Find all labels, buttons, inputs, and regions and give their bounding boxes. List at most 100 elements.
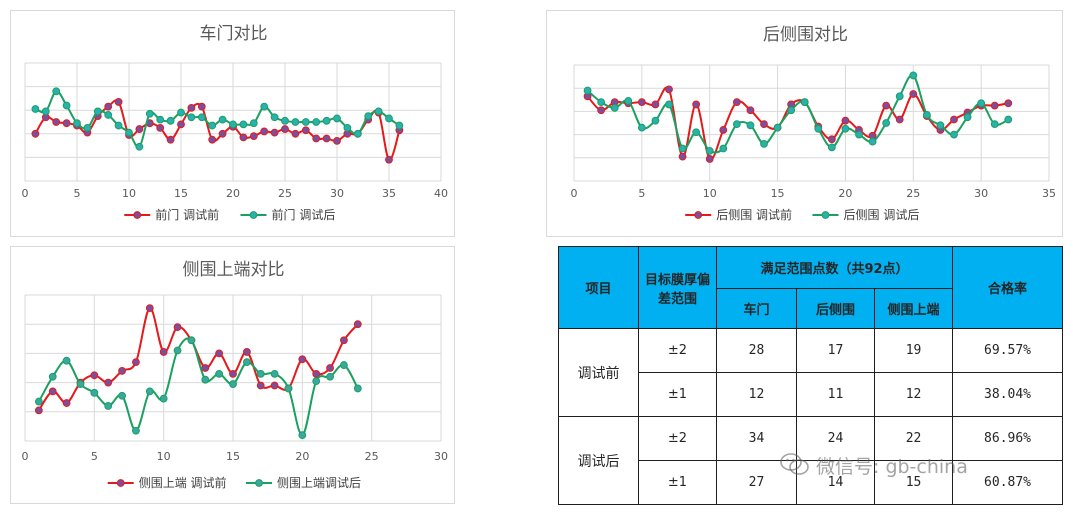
data-point [76, 380, 85, 388]
data-point [62, 119, 71, 128]
data-point [242, 358, 251, 367]
data-point [678, 152, 687, 161]
door-count: 34 [716, 416, 797, 461]
data-point [990, 101, 999, 110]
data-point [270, 113, 279, 122]
data-point [340, 361, 348, 369]
x-tick-label: 30 [974, 187, 988, 200]
legend-item: 侧围上端调试后 [246, 475, 361, 490]
legend-label: 侧围上端调试后 [277, 475, 361, 490]
legend-label: 侧围上端 调试前 [139, 475, 227, 490]
data-point [270, 128, 279, 137]
data-point [760, 120, 768, 129]
header-side-top: 侧围上端 [873, 288, 954, 329]
data-point [298, 355, 307, 364]
legend: 后侧围 调试前 后侧围 调试后 [685, 207, 919, 222]
data-point [159, 348, 168, 356]
data-point [665, 85, 673, 94]
data-point [83, 124, 92, 132]
data-point [197, 113, 206, 122]
data-point [364, 112, 373, 120]
data-point [322, 116, 331, 125]
data-point [312, 134, 321, 143]
x-tick-label: 30 [434, 450, 448, 463]
data-point [326, 364, 334, 372]
legend-marker [694, 211, 703, 219]
data-point [583, 86, 592, 95]
x-tick-label: 5 [638, 187, 645, 200]
x-tick-label: 25 [278, 187, 292, 200]
legend-item: 后侧围 调试后 [812, 207, 919, 222]
data-point [34, 397, 43, 406]
header-pass-rate: 合格率 [952, 246, 1064, 329]
rear-side-count: 11 [796, 372, 875, 417]
data-point [385, 155, 393, 164]
chart-title: 后侧围对比 [763, 25, 848, 45]
data-point [882, 119, 891, 127]
series-before [583, 85, 1013, 163]
x-tick-label: 40 [434, 187, 448, 200]
side-top-chart: 侧围上端对比 0 5 10 15 20 25 30 侧围上端 调试前 侧围上端调试后 [22, 260, 449, 490]
data-point [256, 369, 265, 378]
data-point [746, 121, 755, 130]
x-tick-label: 25 [365, 450, 379, 463]
door-count: 12 [716, 372, 797, 417]
legend-marker [116, 479, 125, 487]
gridlines [24, 294, 442, 442]
x-tick-label: 35 [1042, 187, 1056, 200]
data-point [249, 119, 258, 128]
data-point [692, 100, 701, 109]
data-point [48, 372, 57, 381]
data-point [208, 121, 217, 130]
data-point [62, 101, 71, 110]
data-point [132, 426, 140, 435]
data-point [215, 349, 224, 358]
data-point [922, 110, 931, 119]
data-point [145, 109, 154, 118]
x-tick-label: 15 [771, 187, 785, 200]
data-point [651, 116, 660, 125]
data-point [301, 118, 310, 126]
data-point [353, 129, 362, 138]
data-point [895, 92, 904, 101]
data-point [156, 115, 165, 124]
data-point [787, 106, 796, 115]
data-point [187, 103, 196, 112]
x-tick-label: 20 [838, 187, 852, 200]
x-tick-label: 10 [703, 187, 717, 200]
data-point [343, 124, 352, 132]
data-point [159, 394, 168, 403]
data-point [855, 130, 863, 139]
table-row: 调试前 ±2 28 17 19 69.57% [558, 328, 1064, 417]
table-row: ±1 27 14 15 60.87% [559, 460, 1064, 505]
legend-label: 前门 调试前 [155, 207, 219, 222]
data-point [637, 123, 646, 132]
data-point [145, 304, 154, 313]
data-point [936, 121, 945, 130]
data-point [177, 108, 185, 117]
chart-title: 车门对比 [200, 24, 268, 44]
data-point [374, 107, 383, 116]
rear-side-chart-panel: 后侧围对比 0 5 10 15 20 25 30 35 后侧围 调试前 后侧围 调试后 [546, 10, 1063, 237]
range-cell: ±2 [638, 416, 717, 461]
data-point [746, 106, 755, 115]
header-point-count: 满足范围点数（共92点） [715, 246, 954, 289]
pass-rate: 60.87% [952, 460, 1064, 505]
data-point [1004, 115, 1013, 124]
data-point [73, 119, 81, 128]
x-tick-label: 0 [22, 187, 29, 200]
data-point [187, 113, 196, 122]
data-point [312, 118, 321, 126]
data-point [256, 381, 265, 390]
data-point [166, 135, 175, 144]
data-point [215, 369, 224, 378]
data-point [760, 139, 768, 148]
rear-side-count: 17 [796, 328, 875, 373]
data-point [340, 336, 348, 345]
legend: 侧围上端 调试前 侧围上端调试后 [107, 475, 361, 490]
data-point [242, 348, 251, 356]
legend-label: 前门 调试后 [272, 207, 336, 222]
data-point [270, 381, 279, 390]
data-point [322, 134, 331, 143]
data-point [395, 121, 404, 130]
